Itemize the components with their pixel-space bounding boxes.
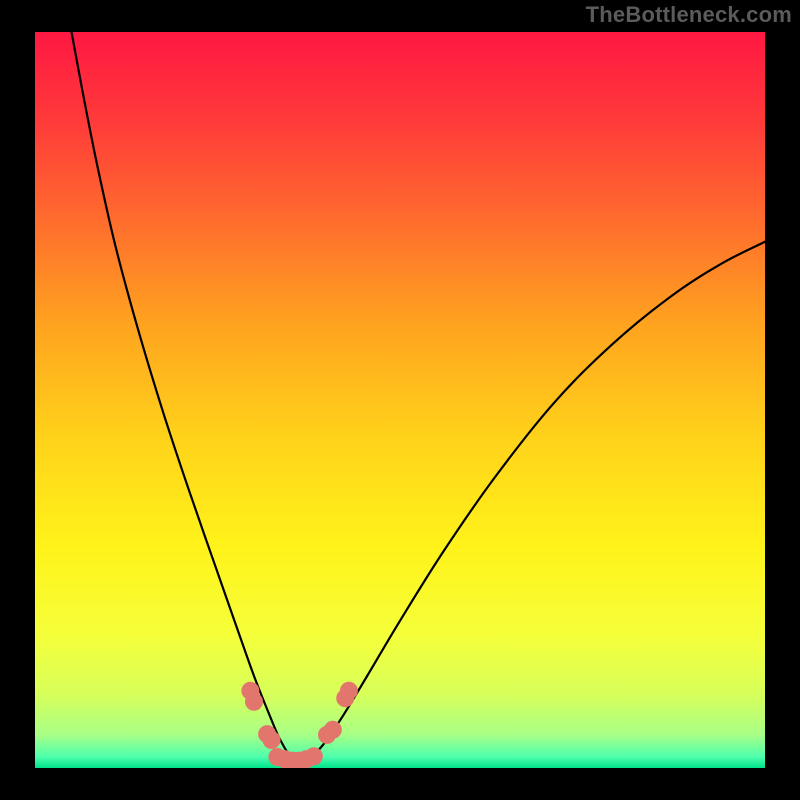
data-point-marker bbox=[246, 693, 263, 710]
bottleneck-curve-right bbox=[298, 242, 765, 765]
data-point-marker bbox=[324, 721, 341, 738]
curve-overlay-svg bbox=[35, 32, 765, 768]
attribution-watermark: TheBottleneck.com bbox=[586, 2, 792, 28]
bottleneck-curve-left bbox=[72, 32, 298, 764]
stage: TheBottleneck.com bbox=[0, 0, 800, 800]
data-point-marker bbox=[263, 732, 280, 749]
plot-area bbox=[35, 32, 765, 768]
data-point-marker bbox=[305, 748, 322, 765]
data-point-marker bbox=[340, 682, 357, 699]
